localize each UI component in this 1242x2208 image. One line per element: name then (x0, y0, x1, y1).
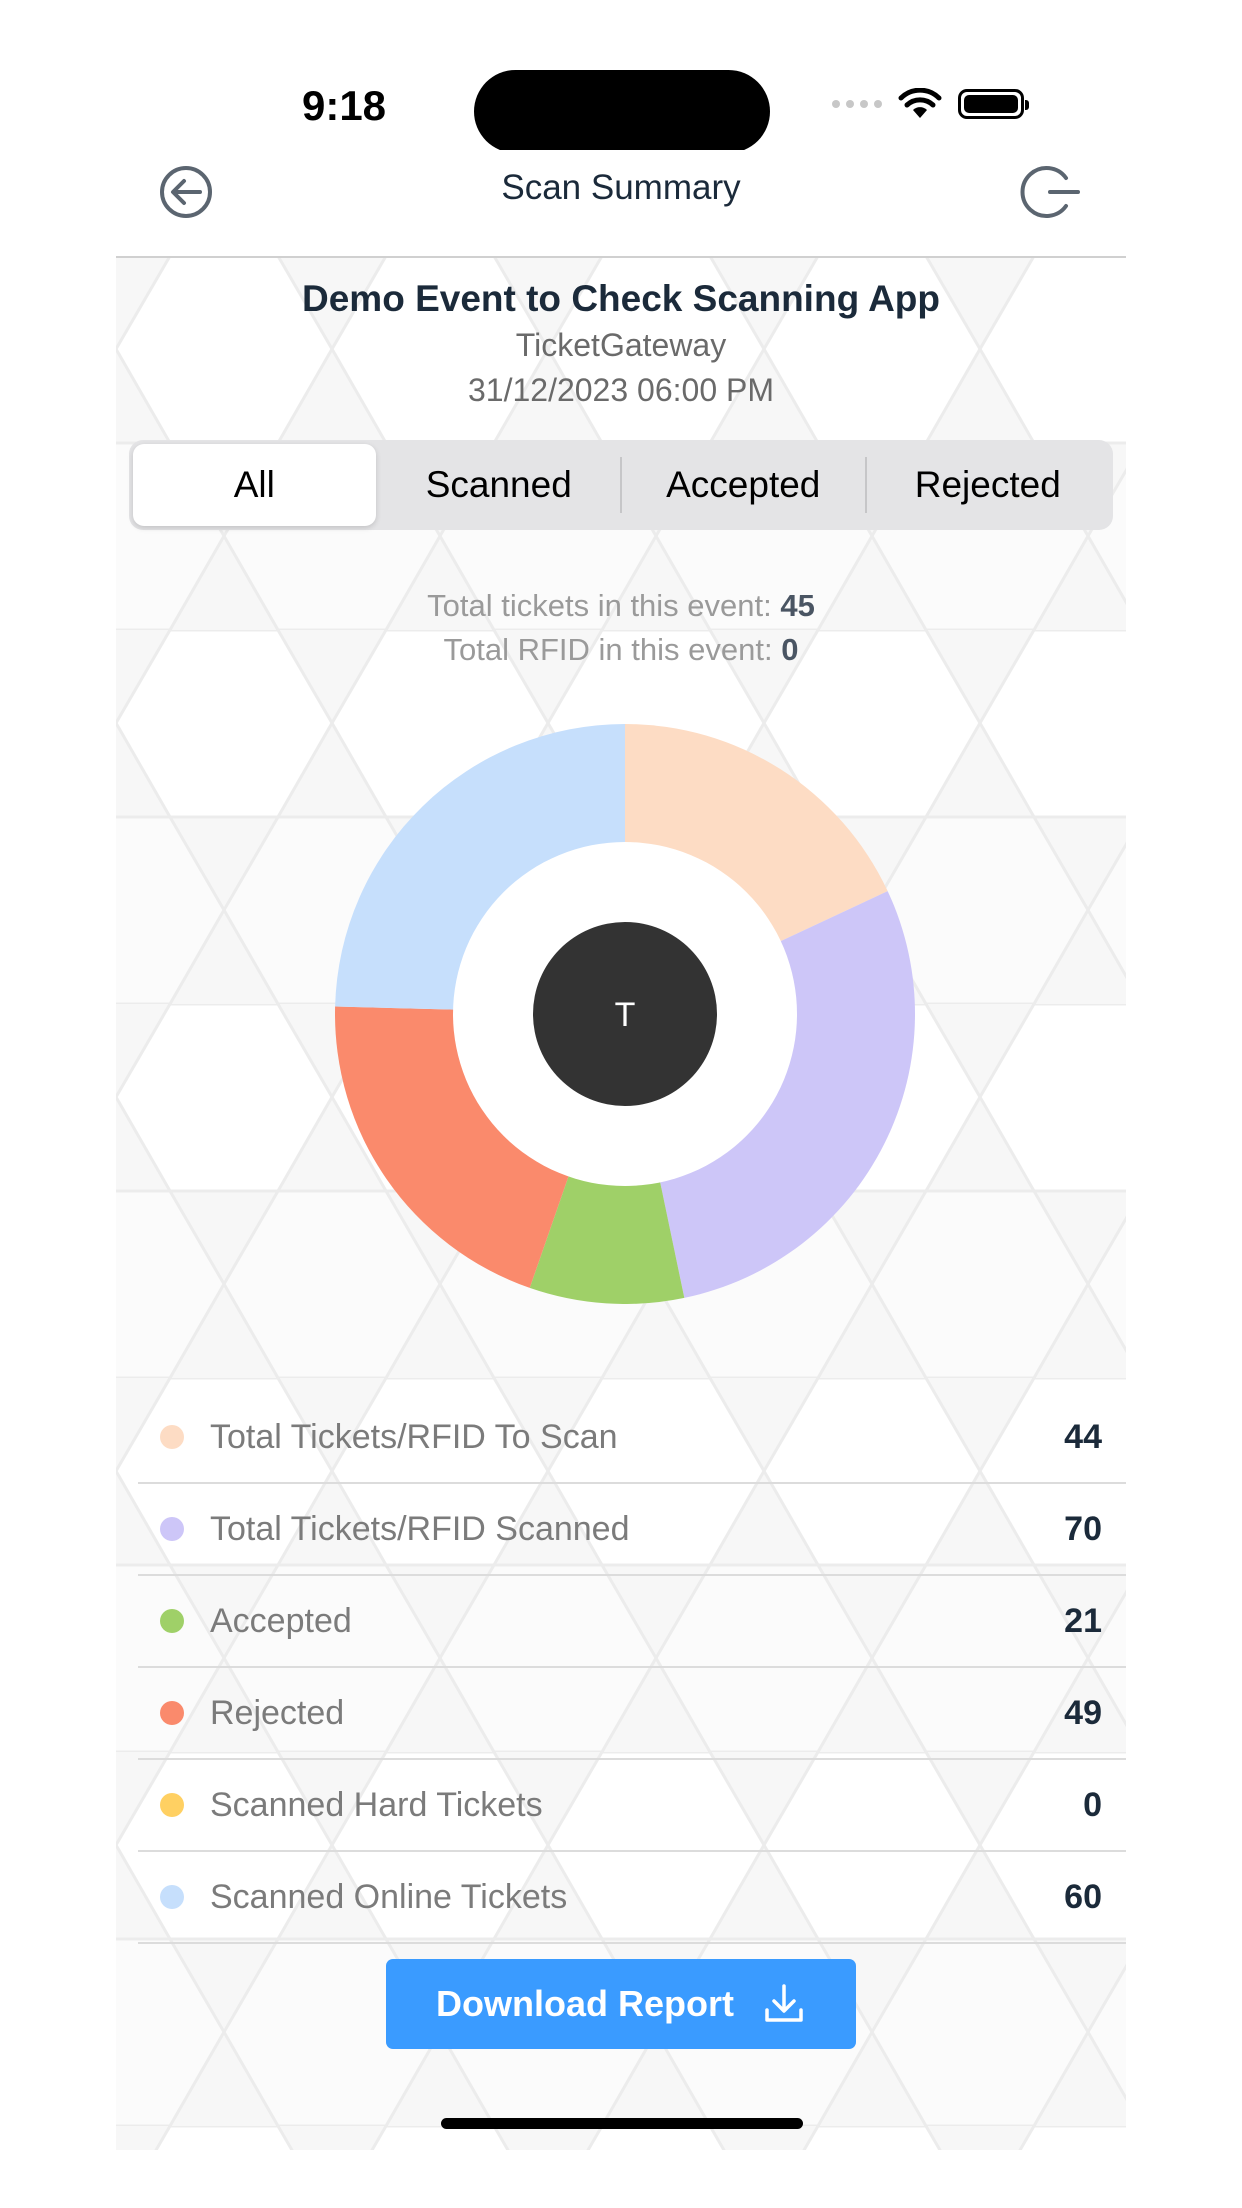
legend-row: Rejected 49 (138, 1668, 1126, 1760)
legend-dot (160, 1885, 184, 1909)
battery-icon (958, 89, 1029, 119)
total-tickets-line: Total tickets in this event: 45 (116, 588, 1126, 624)
tab-scanned[interactable]: Scanned (425, 464, 572, 505)
legend-value: 49 (1064, 1693, 1102, 1732)
legend-label: Total Tickets/RFID To Scan (210, 1417, 618, 1456)
status-time: 9:18 (301, 82, 387, 129)
signal-icon (832, 100, 882, 108)
wifi-icon (898, 88, 942, 118)
legend-dot (160, 1793, 184, 1817)
donut-chart: T (335, 724, 915, 1304)
legend-row: Scanned Online Tickets 60 (138, 1852, 1126, 1944)
event-title: Demo Event to Check Scanning App (302, 278, 940, 319)
legend-dot (160, 1609, 184, 1633)
legend-label: Scanned Online Tickets (210, 1877, 568, 1916)
back-arrow-icon[interactable] (156, 162, 216, 222)
home-indicator (441, 2118, 803, 2129)
legend-label: Total Tickets/RFID Scanned (210, 1509, 630, 1548)
legend-row: Accepted 21 (138, 1576, 1126, 1668)
download-report-button[interactable]: Download Report (386, 1959, 856, 2049)
tab-accepted[interactable]: Accepted (666, 464, 821, 505)
download-icon (765, 1984, 803, 2022)
navigation-bar: Scan Summary (116, 150, 1126, 258)
total-rfid-line: Total RFID in this event: 0 (116, 632, 1126, 668)
legend-row: Scanned Hard Tickets 0 (138, 1760, 1126, 1852)
legend-value: 44 (1064, 1417, 1102, 1456)
filter-segmented-control: All Scanned Accepted Rejected (129, 440, 1113, 530)
legend-label: Accepted (210, 1601, 352, 1640)
download-report-label: Download Report (436, 1983, 734, 2024)
chart-center-circle[interactable] (533, 922, 717, 1106)
app-screen: 9:18 Scan Summary Demo Event to Check Sc… (116, 0, 1126, 2150)
legend-value: 0 (1083, 1785, 1102, 1824)
status-icons (832, 88, 1029, 120)
event-datetime: 31/12/2023 06:00 PM (467, 372, 774, 408)
tab-all[interactable]: All (133, 444, 376, 526)
page-title: Scan Summary (501, 168, 741, 207)
tab-rejected[interactable]: Rejected (914, 464, 1061, 505)
legend-row: Total Tickets/RFID To Scan 44 (138, 1392, 1126, 1484)
legend-value: 21 (1064, 1601, 1102, 1640)
legend-dot (160, 1425, 184, 1449)
tab-separator (864, 457, 867, 513)
summary-legend-list: Total Tickets/RFID To Scan 44 Total Ticket… (138, 1392, 1126, 1944)
dynamic-island (474, 70, 770, 153)
total-rfid-value: 0 (781, 632, 799, 667)
legend-label: Rejected (210, 1693, 345, 1732)
tab-separator (620, 457, 622, 513)
legend-dot (160, 1701, 184, 1725)
total-tickets-label: Total tickets in this event: (427, 588, 772, 623)
chart-center-label: T (615, 996, 636, 1034)
total-tickets-value: 45 (780, 588, 815, 623)
logout-icon[interactable] (1020, 162, 1080, 222)
legend-row: Total Tickets/RFID Scanned 70 (138, 1484, 1126, 1576)
legend-label: Scanned Hard Tickets (210, 1785, 543, 1824)
total-rfid-label: Total RFID in this event: (443, 632, 773, 667)
legend-value: 70 (1064, 1509, 1102, 1548)
event-organizer: TicketGateway (515, 327, 727, 363)
legend-dot (160, 1517, 184, 1541)
legend-value: 60 (1064, 1877, 1102, 1916)
